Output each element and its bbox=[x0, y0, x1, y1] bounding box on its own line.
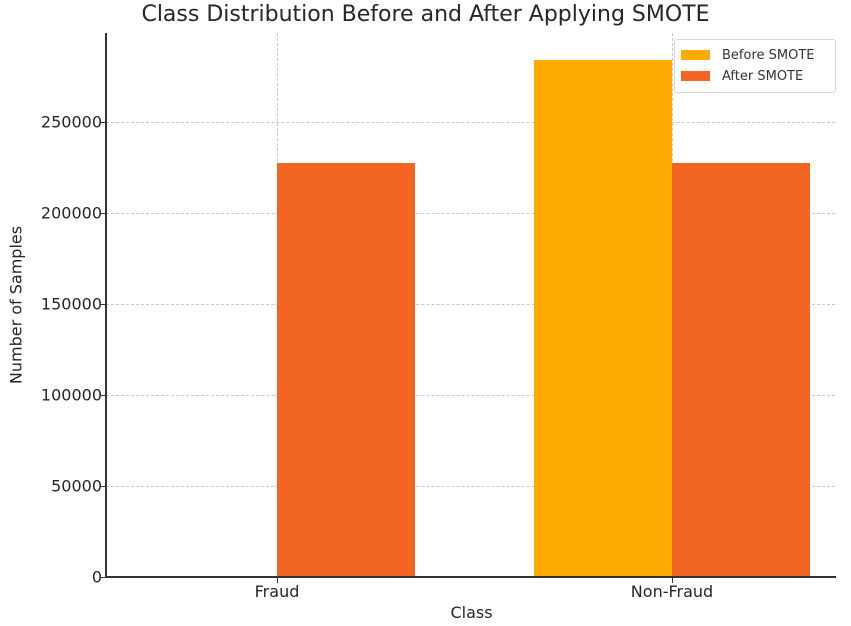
legend-item-before-smote: Before SMOTE bbox=[681, 46, 815, 64]
x-tick-mark bbox=[277, 578, 278, 583]
y-tick-mark bbox=[101, 213, 106, 215]
x-tick-label: Non-Fraud bbox=[630, 582, 714, 601]
x-tick-mark bbox=[672, 578, 673, 583]
gridline-horizontal bbox=[106, 122, 835, 124]
y-tick-label: 200000 bbox=[40, 203, 102, 223]
gridline-horizontal bbox=[106, 213, 835, 215]
bar-before-smote-non-fraud bbox=[534, 59, 672, 577]
bar-after-smote-non-fraud bbox=[672, 163, 810, 577]
y-tick-mark bbox=[101, 122, 106, 124]
y-tick-label: 250000 bbox=[40, 112, 102, 132]
chart-title: Class Distribution Before and After Appl… bbox=[141, 2, 710, 27]
legend-item-after-smote: After SMOTE bbox=[681, 67, 803, 85]
legend-label-after: After SMOTE bbox=[722, 68, 804, 84]
legend-swatch-after bbox=[681, 71, 710, 81]
x-axis-line bbox=[105, 576, 836, 578]
bar-after-smote-fraud bbox=[277, 163, 415, 577]
legend-label-before: Before SMOTE bbox=[722, 47, 815, 63]
y-tick-mark bbox=[101, 395, 106, 397]
y-tick-label: 150000 bbox=[40, 294, 102, 314]
y-axis-line bbox=[105, 33, 107, 578]
plot-area bbox=[106, 33, 835, 577]
y-tick-label: 100000 bbox=[40, 385, 102, 405]
y-axis-title: Number of Samples bbox=[6, 225, 26, 385]
x-tick-label: Fraud bbox=[254, 582, 300, 601]
y-tick-label: 50000 bbox=[51, 476, 102, 496]
y-tick-mark bbox=[101, 577, 106, 578]
gridline-horizontal bbox=[106, 304, 835, 306]
y-tick-mark bbox=[101, 304, 106, 306]
x-axis-title: Class bbox=[450, 603, 493, 622]
gridline-horizontal bbox=[106, 395, 835, 397]
gridline-horizontal bbox=[106, 486, 835, 488]
legend: Before SMOTE After SMOTE bbox=[674, 39, 836, 93]
y-tick-mark bbox=[101, 486, 106, 488]
y-tick-label: 0 bbox=[91, 567, 102, 587]
legend-swatch-before bbox=[681, 50, 710, 60]
